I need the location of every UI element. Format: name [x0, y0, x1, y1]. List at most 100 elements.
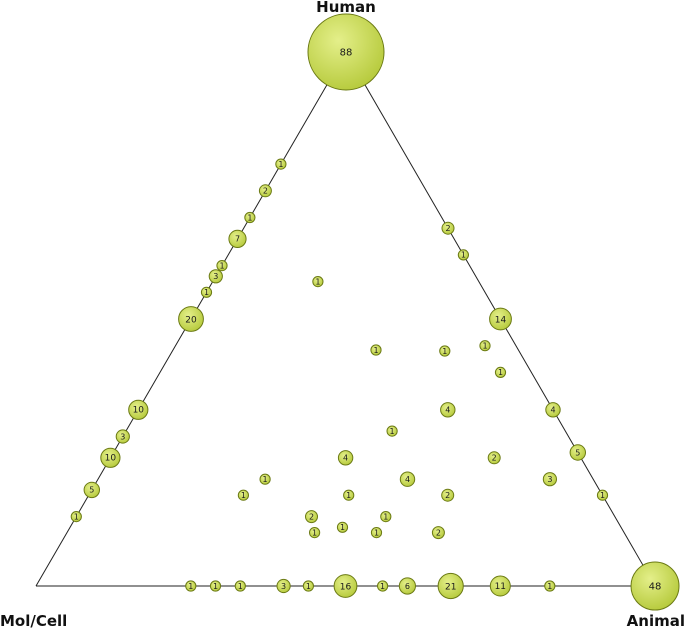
bubble: 1 [544, 580, 556, 592]
bubble-count-label: 3 [120, 432, 125, 441]
bubble-count-label: 1 [278, 160, 283, 169]
bubble-circle [544, 580, 556, 592]
bubble-count-label: 2 [309, 512, 314, 521]
bubble: 5 [83, 481, 101, 499]
vertex-label-top: Human [316, 0, 376, 16]
bubble-count-label: 1 [461, 251, 466, 260]
bubble-count-label: 1 [442, 347, 447, 356]
bubble: 1 [244, 211, 256, 224]
bubble: 3 [276, 578, 291, 594]
bubble: 10 [100, 447, 121, 468]
bubble: 21 [437, 572, 464, 600]
bubble: 1 [479, 340, 491, 352]
bubble-count-label: 16 [340, 583, 352, 593]
bubble-circle [337, 450, 354, 466]
bubble-circle [336, 521, 349, 533]
bubble: 1 [302, 580, 314, 592]
bubble-count-label: 4 [550, 406, 555, 415]
bubble-count-label: 3 [547, 475, 552, 484]
bubble-count-label: 1 [306, 582, 311, 591]
bubble-circle [380, 510, 392, 523]
bubble-count-label: 14 [495, 316, 507, 326]
bubble: 3 [115, 429, 130, 444]
bubble: 48 [630, 561, 680, 611]
bubble-circle [370, 344, 382, 356]
bubble-circle [437, 572, 464, 600]
bubble-count-label: 1 [340, 523, 345, 532]
bubble: 1 [312, 276, 324, 288]
bubble-count-label: 1 [346, 491, 351, 500]
bubble: 16 [333, 574, 358, 598]
bubble-count-label: 48 [649, 582, 662, 593]
bubble: 1 [309, 527, 321, 539]
bubble: 1 [439, 345, 451, 357]
bubble: 1 [380, 510, 392, 523]
bubble-circle [237, 489, 249, 501]
bubble-count-label: 2 [445, 491, 450, 500]
bubble-count-label: 1 [263, 475, 268, 484]
bubble-circle [439, 345, 451, 357]
bubble-circle [185, 580, 197, 592]
bubble: 2 [441, 221, 455, 235]
bubble: 1 [386, 425, 398, 437]
bubble: 1 [200, 286, 213, 298]
bubble-circle [494, 366, 507, 378]
bubble: 1 [370, 527, 383, 539]
vertex-label-left: Mol/Cell [0, 612, 67, 628]
bubble-circle [398, 577, 416, 595]
bubble: 1 [494, 366, 507, 378]
bubble-circle [399, 471, 416, 487]
bubble: 11 [489, 575, 511, 597]
bubble-circle [542, 472, 558, 487]
bubble: 2 [431, 526, 445, 540]
bubble: 1 [596, 489, 609, 501]
bubble-count-label: 1 [247, 213, 252, 222]
bubble-count-label: 1 [219, 261, 224, 270]
bubble-circle [258, 184, 272, 198]
bubble-count-label: 10 [105, 454, 117, 464]
bubble-circle [276, 578, 291, 594]
bubble-circle [70, 510, 82, 523]
bubble-circle [489, 307, 512, 331]
bubble: 1 [237, 489, 249, 501]
bubble-count-label: 1 [498, 368, 503, 377]
bubble-count-label: 1 [390, 427, 395, 436]
bubble-count-label: 2 [263, 187, 268, 196]
bubble: 2 [305, 510, 318, 524]
bubble: 1 [209, 580, 222, 592]
bubble: 6 [398, 577, 416, 595]
bubble-circle [309, 527, 321, 539]
bubble-count-label: 1 [312, 528, 317, 537]
bubble-count-label: 10 [133, 406, 145, 416]
bubble: 4 [399, 471, 416, 487]
bubble-count-label: 88 [340, 48, 353, 59]
bubble-count-label: 2 [492, 454, 497, 463]
bubble-circle [431, 526, 445, 540]
bubble: 1 [216, 260, 228, 272]
bubble-count-label: 5 [89, 486, 94, 495]
bubbles-layer: 8848212016141110107655444433332222221111… [70, 13, 680, 611]
bubble: 7 [228, 229, 247, 248]
bubble-circle [441, 488, 455, 502]
bubble-circle [441, 221, 455, 235]
bubble: 3 [208, 269, 223, 284]
bubble-circle [244, 211, 256, 224]
bubble-count-label: 1 [74, 512, 79, 521]
bubble-circle [333, 574, 358, 598]
triangle-frame [35, 51, 656, 587]
bubble-circle [489, 575, 511, 597]
bubble: 2 [258, 184, 272, 198]
bubble: 1 [259, 473, 271, 485]
bubble: 4 [545, 402, 561, 418]
bubble-circle [302, 580, 314, 592]
bubble-count-label: 5 [575, 448, 580, 457]
bubble: 5 [569, 444, 586, 461]
bubble: 1 [336, 521, 349, 533]
vertex-label-right: Animal [627, 612, 685, 628]
bubble-circle [200, 286, 213, 298]
bubble-circle [305, 510, 318, 524]
bubble-count-label: 1 [547, 582, 552, 591]
bubble-count-label: 4 [405, 475, 410, 484]
bubble-circle [630, 561, 680, 611]
bubble: 1 [70, 510, 82, 523]
